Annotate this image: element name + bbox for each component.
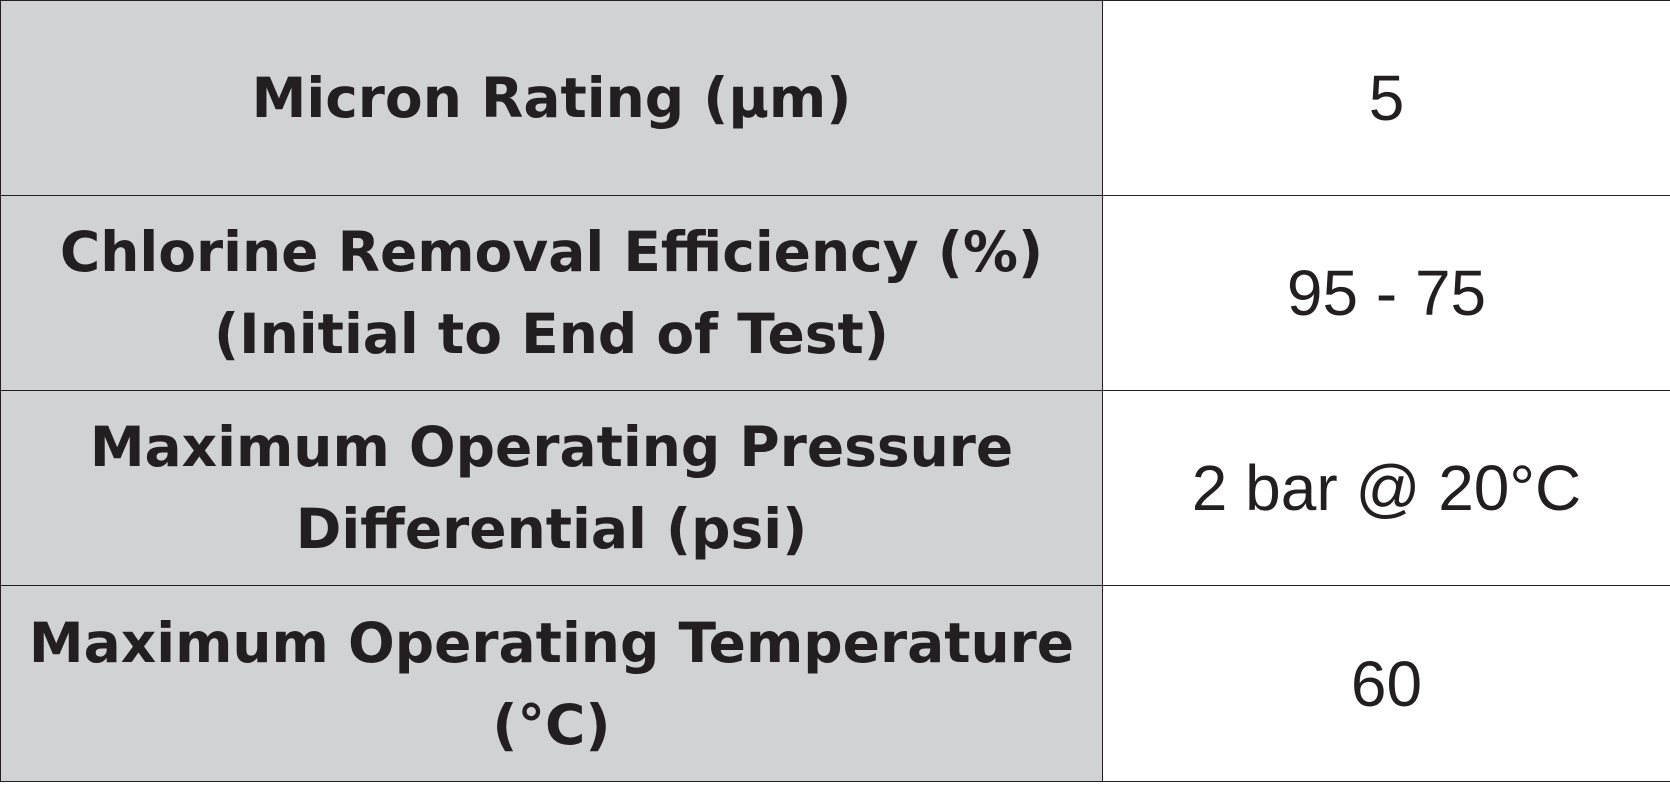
max-pressure-label: Maximum Operating Pressure Differential … [0,390,1103,586]
chlorine-removal-value: 95 - 75 [1102,195,1670,391]
label-line: Maximum Operating Pressure [89,415,1014,479]
max-pressure-value: 2 bar @ 20°C [1102,390,1670,586]
micron-rating-label: Micron Rating (µm) [0,0,1103,196]
label-line: (°C) [492,692,611,757]
table-row: Maximum Operating Temperature (°C) 60 [0,585,1670,782]
table-row: Chlorine Removal Efficiency (%) (Initial… [0,195,1670,391]
micron-rating-value: 5 [1102,0,1670,196]
max-temperature-label: Maximum Operating Temperature (°C) [0,585,1103,782]
label-line: Maximum Operating Temperature [28,610,1075,675]
table-row: Micron Rating (µm) 5 [0,0,1670,196]
chlorine-removal-label: Chlorine Removal Efficiency (%) (Initial… [0,195,1103,391]
label-line: Micron Rating (µm) [251,66,852,130]
label-line: (Initial to End of Test) [214,302,889,366]
max-temperature-value: 60 [1102,585,1670,782]
label-line: Differential (psi) [295,497,808,561]
label-line: Chlorine Removal Efficiency (%) [59,220,1044,284]
table-row: Maximum Operating Pressure Differential … [0,390,1670,586]
